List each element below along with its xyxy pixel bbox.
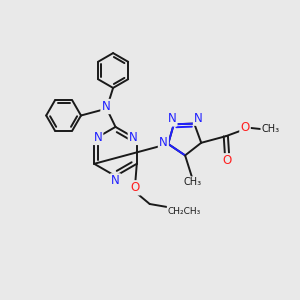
Text: N: N (129, 131, 138, 144)
Text: O: O (131, 181, 140, 194)
Text: N: N (168, 112, 176, 125)
Text: N: N (194, 112, 203, 125)
Text: N: N (159, 136, 168, 149)
Text: N: N (101, 100, 110, 113)
Text: O: O (222, 154, 232, 167)
Text: O: O (240, 121, 250, 134)
Text: CH₃: CH₃ (184, 177, 202, 188)
Text: N: N (93, 131, 102, 144)
Text: N: N (111, 174, 120, 188)
Text: CH₃: CH₃ (262, 124, 280, 134)
Text: CH₂CH₃: CH₂CH₃ (168, 207, 201, 216)
